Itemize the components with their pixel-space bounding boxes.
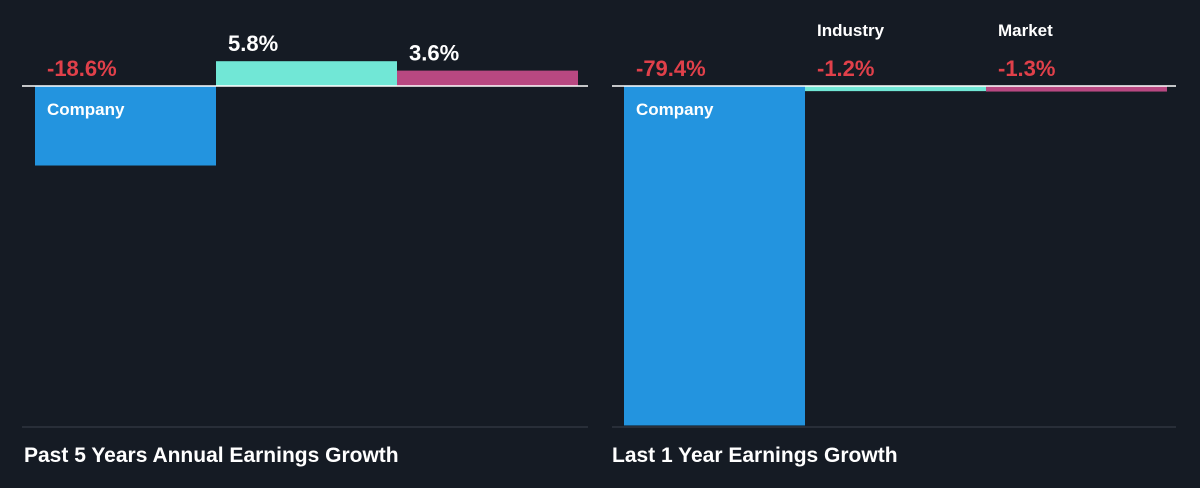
value-label-industry-last-1-year: -1.2%	[817, 56, 874, 81]
value-label-market-last-1-year: -1.3%	[998, 56, 1055, 81]
chart-panel-last-1-year: -79.4% Company -1.2% Industry -1.3% Market La…	[600, 0, 1200, 488]
value-label-company-last-1-year: -79.4%	[636, 56, 706, 81]
bar-industry-last-1-year	[805, 86, 986, 92]
chart-svg-past-5-years: -18.6% Company 5.8% 3.6%	[22, 31, 588, 428]
value-label-company-past-5-years: -18.6%	[47, 56, 117, 81]
chart-svg-last-1-year: -79.4% Company -1.2% Industry -1.3% Market	[612, 21, 1176, 428]
bar-company-past-5-years	[35, 86, 216, 166]
chart-title-last-1-year: Last 1 Year Earnings Growth	[612, 444, 898, 467]
bar-company-last-1-year	[624, 86, 805, 426]
category-label-industry-last-1-year: Industry	[817, 21, 885, 40]
bar-industry-past-5-years	[216, 61, 397, 86]
bar-market-last-1-year	[986, 86, 1167, 92]
value-label-industry-past-5-years: 5.8%	[228, 31, 278, 56]
chart-panel-past-5-years: -18.6% Company 5.8% 3.6% Past 5 Years Annua…	[22, 31, 588, 467]
bar-market-past-5-years	[397, 70, 578, 86]
chart-title-past-5-years: Past 5 Years Annual Earnings Growth	[24, 444, 399, 467]
value-label-market-past-5-years: 3.6%	[409, 41, 459, 66]
category-label-company-last-1-year: Company	[636, 100, 714, 119]
category-label-company-past-5-years: Company	[47, 100, 125, 119]
category-label-market-last-1-year: Market	[998, 21, 1053, 40]
